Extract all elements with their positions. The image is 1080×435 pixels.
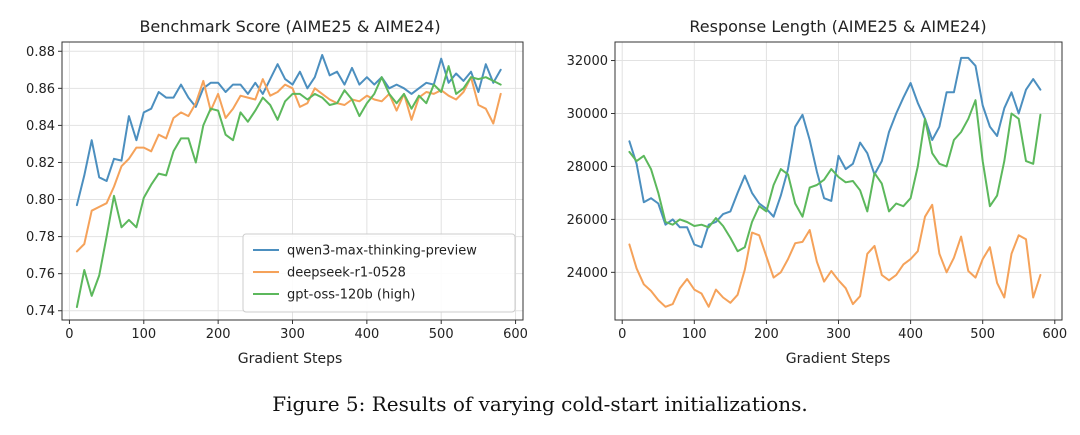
x-tick-label: 500 [429, 327, 454, 342]
legend-label: qwen3-max-thinking-preview [287, 244, 477, 259]
x-tick-label: 600 [1042, 327, 1067, 342]
y-tick-label: 0.76 [26, 267, 55, 282]
x-tick-label: 600 [503, 327, 528, 342]
y-tick-label: 30000 [567, 107, 608, 122]
figure: Benchmark Score (AIME25 & AIME24) Gradie… [26, 17, 1068, 367]
y-tick-label: 28000 [567, 160, 608, 175]
x-tick-label: 200 [754, 327, 779, 342]
series-line-qwen [75, 54, 502, 207]
x-tick-label: 300 [280, 327, 305, 342]
response-length-chart: Response Length (AIME25 & AIME24) Gradie… [567, 17, 1068, 367]
x-tick-label: 200 [206, 327, 231, 342]
y-tick-label: 0.84 [26, 119, 55, 134]
y-tick-label: 0.82 [26, 156, 55, 171]
chart-title: Benchmark Score (AIME25 & AIME24) [139, 17, 440, 36]
series-line-deepseek [628, 203, 1042, 308]
x-tick-label: 0 [618, 327, 626, 342]
y-tick-label: 0.80 [26, 193, 55, 208]
benchmark-score-chart: Benchmark Score (AIME25 & AIME24) Gradie… [26, 17, 528, 367]
legend-label: gpt-oss-120b (high) [287, 288, 415, 303]
x-axis-label: Gradient Steps [786, 351, 891, 367]
x-tick-label: 100 [682, 327, 707, 342]
y-tick-label: 0.86 [26, 82, 55, 97]
chart-title: Response Length (AIME25 & AIME24) [689, 17, 986, 36]
series-line-qwen [628, 56, 1042, 249]
x-tick-label: 400 [898, 327, 923, 342]
y-tick-label: 0.74 [26, 304, 55, 319]
figure-caption: Figure 5: Results of varying cold-start … [272, 392, 808, 416]
plot-frame [614, 41, 1063, 321]
y-tick-label: 0.88 [26, 45, 55, 60]
series-line-gpt [75, 65, 502, 308]
legend-label: deepseek-r1-0528 [287, 266, 406, 281]
x-axis-label: Gradient Steps [238, 351, 343, 367]
x-tick-label: 100 [131, 327, 156, 342]
y-tick-label: 24000 [567, 266, 608, 281]
legend-box [242, 233, 516, 313]
x-tick-label: 500 [970, 327, 995, 342]
y-tick-label: 26000 [567, 213, 608, 228]
x-tick-label: 300 [826, 327, 851, 342]
series-line-gpt [628, 99, 1042, 253]
x-tick-label: 0 [65, 327, 73, 342]
plot-frame [61, 41, 524, 321]
y-tick-label: 0.78 [26, 230, 55, 245]
y-tick-label: 32000 [567, 54, 608, 69]
x-tick-label: 400 [354, 327, 379, 342]
